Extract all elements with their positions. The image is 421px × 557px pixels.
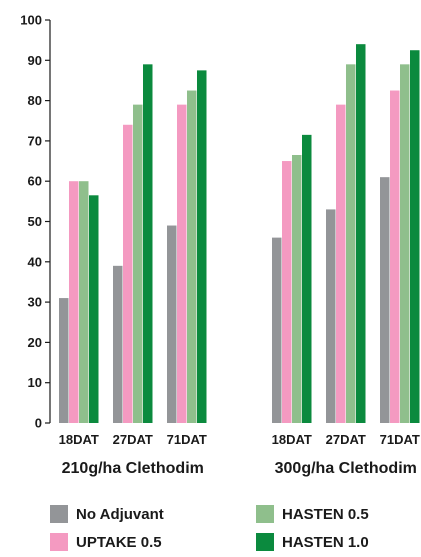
bar [89, 195, 99, 423]
y-tick-label: 0 [35, 416, 42, 431]
legend-item-hasten-0-5: HASTEN 0.5 [256, 505, 369, 523]
group-label: 300g/ha Clethodim [275, 460, 417, 477]
y-tick-label: 100 [20, 13, 42, 28]
bar [400, 64, 410, 423]
y-tick-label: 80 [28, 93, 42, 108]
x-tick-label: 27DAT [113, 432, 153, 447]
legend-label: HASTEN 1.0 [282, 533, 369, 551]
bar [123, 124, 133, 423]
legend-swatch [256, 505, 274, 523]
y-tick-label: 40 [28, 254, 42, 269]
bar [390, 90, 400, 424]
y-tick-label: 10 [28, 375, 42, 390]
y-tick-label: 90 [28, 53, 42, 68]
legend-item-no-adjuvant: No Adjuvant [50, 505, 164, 523]
legend-label: UPTAKE 0.5 [76, 533, 162, 551]
y-tick-label: 50 [28, 214, 42, 229]
bar [410, 50, 420, 423]
bar [346, 64, 356, 423]
y-tick-label: 30 [28, 295, 42, 310]
bar [272, 237, 282, 423]
group-label: 210g/ha Clethodim [62, 460, 204, 477]
y-tick-label: 70 [28, 133, 42, 148]
bar [59, 298, 69, 423]
bar [69, 181, 79, 423]
bar [79, 181, 89, 423]
bar-chart: 0 10 20 30 40 50 60 70 80 90 100 18DAT 27DAT 71DAT 21… [20, 13, 420, 478]
bar [356, 44, 366, 424]
x-tick-label: 27DAT [326, 432, 366, 447]
x-tick-label: 18DAT [272, 432, 312, 447]
x-tick-label: 71DAT [380, 432, 420, 447]
bar [187, 90, 197, 424]
y-axis: 0 10 20 30 40 50 60 70 80 90 100 [20, 13, 51, 431]
legend-item-hasten-1-0: HASTEN 1.0 [256, 533, 369, 551]
legend: No Adjuvant HASTEN 0.5 UPTAKE 0.5 HASTEN… [50, 505, 410, 555]
x-axis-labels: 18DAT 27DAT 71DAT 210g/ha Clethodim 18DAT 27D… [59, 432, 420, 477]
legend-item-uptake-0-5: UPTAKE 0.5 [50, 533, 162, 551]
bar [143, 64, 153, 423]
bar [302, 134, 312, 424]
bar [380, 177, 390, 423]
legend-swatch [256, 533, 274, 551]
bar [133, 104, 143, 423]
bars [59, 44, 420, 424]
y-tick-label: 60 [28, 174, 42, 189]
bar [113, 265, 123, 423]
bar [177, 104, 187, 423]
legend-swatch [50, 533, 68, 551]
bar [292, 155, 302, 423]
bar [326, 209, 336, 423]
legend-label: HASTEN 0.5 [282, 505, 369, 523]
y-tick-label: 20 [28, 335, 42, 350]
legend-label: No Adjuvant [76, 505, 164, 523]
bar [336, 104, 346, 423]
bar [167, 225, 177, 423]
x-tick-label: 18DAT [59, 432, 99, 447]
bar [282, 161, 292, 424]
x-tick-label: 71DAT [167, 432, 207, 447]
legend-swatch [50, 505, 68, 523]
bar [197, 70, 207, 423]
